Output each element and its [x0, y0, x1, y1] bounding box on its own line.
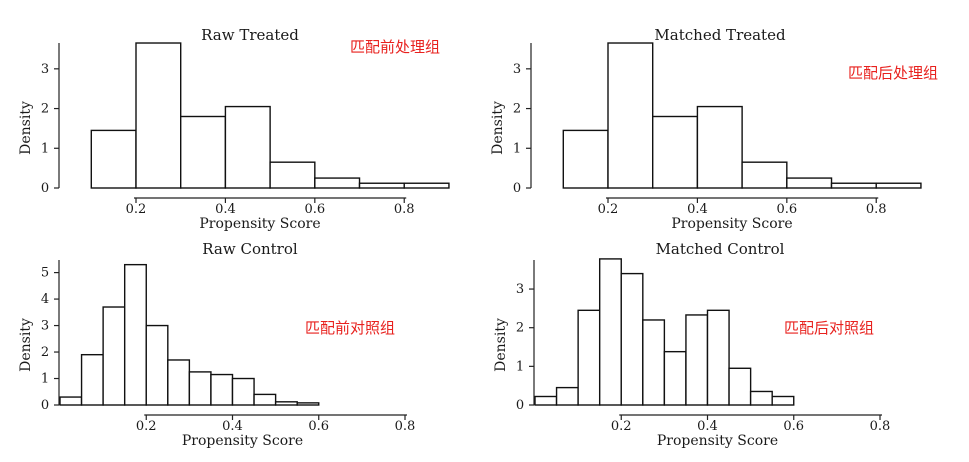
histogram-bar: [253, 393, 277, 406]
y-axis-label: Density: [18, 318, 34, 372]
histogram-bar: [274, 401, 298, 406]
histogram-bar: [145, 324, 169, 406]
histogram-bar: [59, 396, 83, 406]
histogram-bar: [741, 161, 788, 189]
x-axis-label: Propensity Score: [199, 216, 320, 232]
histogram-bar: [786, 177, 833, 189]
y-tick-label: 1: [513, 141, 521, 156]
panel-annotation: 匹配后对照组: [784, 319, 874, 337]
chart-title: Matched Treated: [654, 26, 786, 44]
histogram-bar: [620, 272, 644, 406]
histogram-bar: [135, 42, 182, 189]
histogram-bar: [358, 182, 405, 189]
x-tick-label: 0.8: [395, 419, 416, 434]
y-tick-label: 1: [41, 141, 49, 156]
histogram-bar: [728, 367, 752, 406]
y-tick-label: 1: [516, 359, 524, 374]
panel-annotation: 匹配后处理组: [848, 64, 938, 82]
x-tick-label: 0.4: [687, 202, 708, 217]
histogram-bar: [296, 402, 320, 406]
histogram-bar: [102, 306, 126, 406]
histogram-bar: [210, 373, 234, 406]
y-tick-label: 0: [41, 398, 49, 413]
y-tick-label: 2: [516, 321, 524, 336]
y-axis-label: Density: [18, 101, 34, 155]
histogram-bar: [555, 386, 579, 406]
chart-title: Raw Treated: [201, 26, 299, 44]
y-tick-label: 3: [516, 282, 524, 297]
x-tick-label: 0.2: [126, 202, 147, 217]
histogram-bar: [771, 395, 795, 406]
x-tick-label: 0.6: [304, 202, 325, 217]
histogram-bar: [875, 182, 922, 189]
chart-panel-2: Matched Treated 匹配后处理组 0 1 2 3 0.2 0.4 0.6 0.8 Pro…: [490, 26, 938, 232]
histogram-bar: [696, 105, 743, 189]
x-tick-label: 0.2: [598, 202, 619, 217]
histogram-bar: [830, 182, 877, 189]
x-tick-label: 0.8: [394, 202, 415, 217]
x-tick-label: 0.2: [611, 419, 632, 434]
y-tick-label: 2: [513, 102, 521, 117]
x-tick-label: 0.6: [783, 419, 804, 434]
y-axis-label: Density: [490, 101, 506, 155]
x-tick-label: 0.4: [697, 419, 718, 434]
histogram-bar: [685, 314, 709, 406]
y-tick-label: 0: [41, 181, 49, 196]
chart-title: Matched Control: [656, 240, 785, 258]
x-tick-label: 0.4: [222, 419, 243, 434]
x-tick-label: 0.8: [870, 419, 891, 434]
y-tick-label: 0: [516, 398, 524, 413]
histogram-bar: [562, 129, 609, 189]
x-tick-label: 0.4: [215, 202, 236, 217]
histogram-bar: [188, 371, 212, 406]
x-tick-label: 0.2: [136, 419, 157, 434]
y-tick-label: 2: [41, 345, 49, 360]
chart-title: Raw Control: [202, 240, 298, 258]
histogram-bar: [607, 42, 654, 189]
histogram-bar: [224, 105, 271, 189]
y-tick-label: 3: [41, 62, 49, 77]
y-tick-label: 0: [513, 181, 521, 196]
panel-annotation: 匹配前处理组: [350, 38, 440, 56]
y-tick-label: 5: [41, 266, 49, 281]
y-tick-label: 4: [41, 292, 49, 307]
histogram-bar: [180, 115, 227, 189]
y-tick-label: 1: [41, 372, 49, 387]
histogram-bar: [642, 319, 666, 406]
histogram-bar: [598, 258, 622, 406]
histogram-bar: [231, 377, 255, 406]
histogram-bar: [652, 115, 699, 189]
panel-annotation: 匹配前对照组: [305, 319, 395, 337]
chart-panel-4: Matched Control 匹配后对照组 0 1 2 3 0.2 0.4 0.6 0.8 Pro…: [493, 240, 890, 449]
x-tick-label: 0.6: [776, 202, 797, 217]
x-tick-label: 0.8: [866, 202, 887, 217]
x-axis-label: Propensity Score: [657, 433, 778, 449]
histogram-bar: [90, 129, 137, 189]
histogram-bar: [314, 177, 361, 189]
histogram-bar: [577, 309, 601, 406]
histogram-bar: [663, 350, 687, 406]
x-axis-label: Propensity Score: [671, 216, 792, 232]
chart-panel-3: Raw Control 匹配前对照组 0 1 2 3 4 5 0.2 0.4 0.6 0.8 Prope…: [18, 240, 415, 449]
histogram-bar: [403, 182, 450, 189]
histogram-bar: [123, 263, 147, 406]
x-axis-label: Propensity Score: [182, 433, 303, 449]
histogram-bar: [534, 395, 558, 406]
histogram-bar: [269, 161, 316, 189]
histogram-bar: [167, 359, 191, 406]
histogram-bar: [749, 390, 773, 406]
chart-panel-1: Raw Treated 匹配前处理组 0 1 2 3 0.2 0.4 0.6 0.8 Propens…: [18, 26, 450, 232]
y-tick-label: 3: [513, 62, 521, 77]
x-tick-label: 0.6: [308, 419, 329, 434]
y-axis-label: Density: [493, 318, 509, 372]
histogram-bar: [706, 309, 730, 406]
y-tick-label: 2: [41, 102, 49, 117]
histogram-bar: [80, 353, 104, 406]
y-tick-label: 3: [41, 319, 49, 334]
